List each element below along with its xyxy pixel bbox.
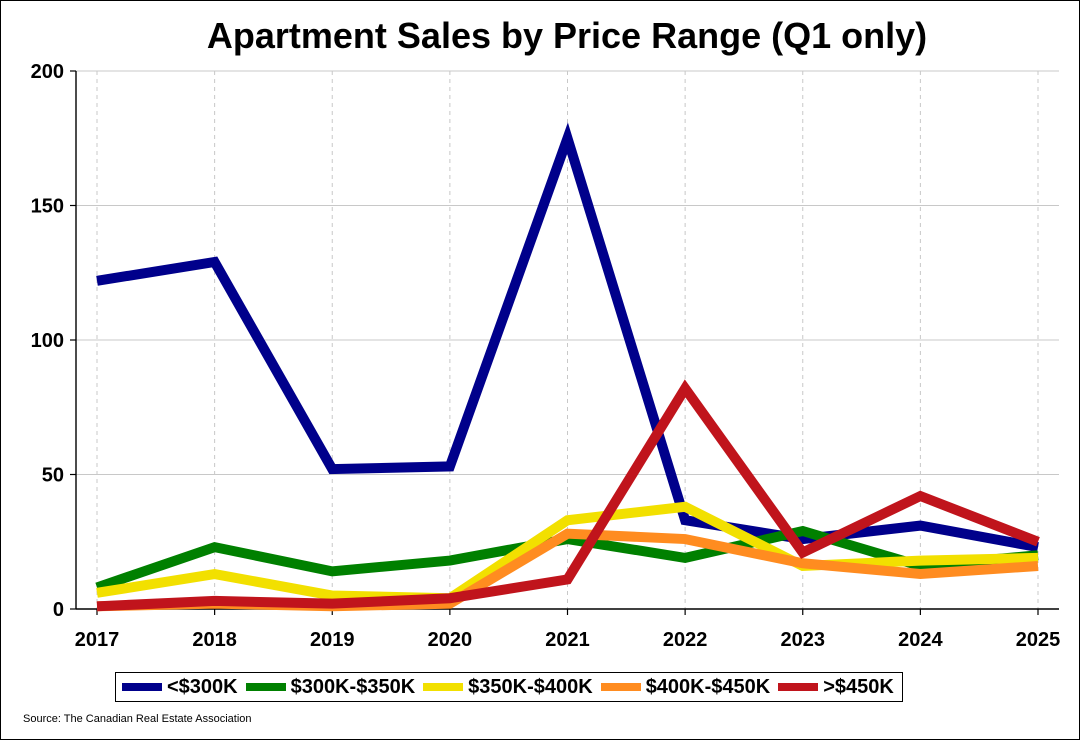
x-tick-label: 2023 (781, 629, 826, 651)
legend-swatch (778, 683, 819, 691)
x-tick-label: 2024 (898, 629, 943, 651)
legend-item: $300K-$350K (245, 675, 416, 699)
legend: <$300K $300K-$350K $350K-$400K $400K-$450K >… (115, 672, 903, 702)
chart-title: Apartment Sales by Price Range (Q1 only) (206, 15, 928, 56)
legend-label: $300K-$350K (290, 675, 416, 698)
y-tick-label: 0 (53, 599, 64, 621)
series-layer (95, 122, 1040, 612)
legend-item: $400K-$450K (600, 675, 771, 699)
x-tick-label: 2018 (192, 629, 237, 651)
series-line-3 (96, 501, 1039, 604)
legend-item: >$450K (778, 676, 894, 699)
y-tick-label: 50 (42, 465, 64, 487)
legend-label: $350K-$400K (468, 675, 593, 698)
y-tick-label: 100 (31, 330, 64, 352)
x-tick-label: 2017 (75, 629, 120, 651)
legend-item: $350K-$400K (423, 676, 593, 699)
legend-item: <$300K (122, 676, 238, 699)
y-tick-label: 150 (31, 196, 64, 218)
source-note: Source: The Canadian Real Estate Associa… (23, 713, 252, 725)
series-line-1 (96, 122, 1039, 553)
tick-labels: 0 50 100 150 200 2017 2018 2019 2020 2021 2022 2023… (31, 61, 1061, 651)
x-tick-label: 2019 (310, 629, 355, 651)
legend-label: >$450K (823, 675, 894, 698)
x-tick-label: 2021 (545, 629, 590, 651)
x-tick-label: 2022 (663, 629, 708, 651)
legend-label: <$300K (167, 675, 238, 698)
legend-swatch (600, 683, 641, 691)
y-tick-label: 200 (31, 61, 64, 83)
x-tick-label: 2020 (428, 629, 473, 651)
series-line-5 (96, 379, 1040, 612)
grid-layer (76, 70, 1059, 609)
legend-swatch (122, 683, 162, 691)
legend-swatch (423, 683, 464, 691)
x-tick-label: 2025 (1016, 629, 1061, 651)
legend-swatch (245, 683, 286, 691)
legend-label: $400K-$450K (645, 675, 771, 698)
